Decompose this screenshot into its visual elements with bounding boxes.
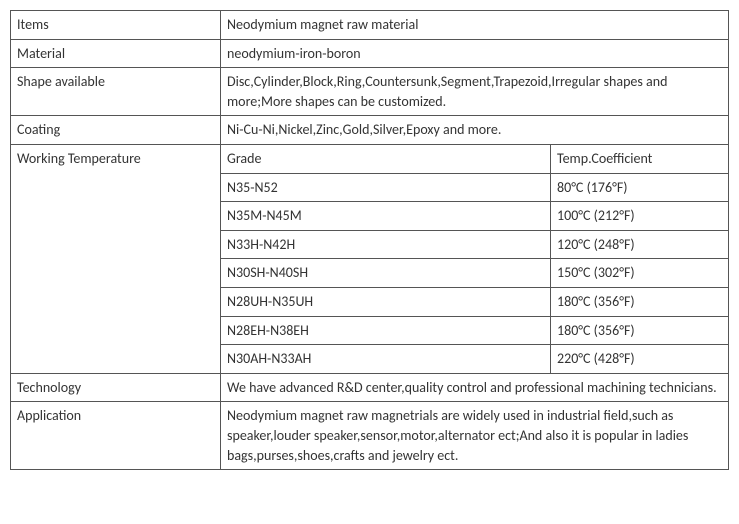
row-shape: Shape available Disc,Cylinder,Block,Ring… [11,68,729,116]
row-items: Items Neodymium magnet raw material [11,11,729,40]
value-shape: Disc,Cylinder,Block,Ring,Countersunk,Seg… [221,68,729,116]
cell-temp: 220°C (428°F) [551,345,729,374]
label-application: Application [11,402,221,470]
label-working-temperature: Working Temperature [11,144,221,373]
value-material: neodymium-iron-boron [221,39,729,68]
row-application: Application Neodymium magnet raw magnetr… [11,402,729,470]
value-items: Neodymium magnet raw material [221,11,729,40]
cell-grade: N28EH-N38EH [221,316,551,345]
value-coating: Ni-Cu-Ni,Nickel,Zinc,Gold,Silver,Epoxy a… [221,116,729,145]
row-technology: Technology We have advanced R&D center,q… [11,373,729,402]
value-technology: We have advanced R&D center,quality cont… [221,373,729,402]
spec-table: Items Neodymium magnet raw material Mate… [10,10,729,470]
cell-temp: 80°C (176°F) [551,173,729,202]
value-application: Neodymium magnet raw magnetrials are wid… [221,402,729,470]
cell-grade: N33H-N42H [221,230,551,259]
cell-temp: 180°C (356°F) [551,287,729,316]
cell-grade: N30SH-N40SH [221,259,551,288]
cell-grade: N35M-N45M [221,202,551,231]
cell-grade: N35-N52 [221,173,551,202]
label-technology: Technology [11,373,221,402]
cell-grade: N28UH-N35UH [221,287,551,316]
cell-temp: 120°C (248°F) [551,230,729,259]
row-material: Material neodymium-iron-boron [11,39,729,68]
header-temp: Temp.Coefficient [551,144,729,173]
label-coating: Coating [11,116,221,145]
cell-temp: 100°C (212°F) [551,202,729,231]
row-wt-header: Working Temperature Grade Temp.Coefficie… [11,144,729,173]
row-coating: Coating Ni-Cu-Ni,Nickel,Zinc,Gold,Silver… [11,116,729,145]
header-grade: Grade [221,144,551,173]
label-items: Items [11,11,221,40]
label-shape: Shape available [11,68,221,116]
cell-temp: 180°C (356°F) [551,316,729,345]
cell-temp: 150°C (302°F) [551,259,729,288]
label-material: Material [11,39,221,68]
cell-grade: N30AH-N33AH [221,345,551,374]
